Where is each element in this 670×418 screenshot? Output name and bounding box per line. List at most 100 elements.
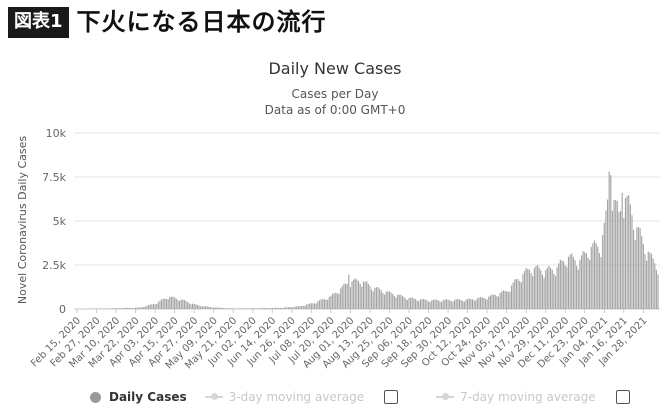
bar[interactable]: [245, 308, 247, 309]
bar[interactable]: [413, 298, 415, 309]
bar[interactable]: [639, 228, 641, 309]
bar[interactable]: [242, 308, 244, 309]
bar[interactable]: [553, 273, 555, 309]
bar[interactable]: [191, 303, 194, 309]
bar[interactable]: [602, 235, 604, 309]
bar[interactable]: [315, 303, 317, 309]
bar[interactable]: [276, 307, 278, 309]
bar[interactable]: [108, 308, 111, 309]
bar[interactable]: [372, 291, 374, 309]
bar[interactable]: [318, 300, 321, 309]
bar[interactable]: [504, 290, 506, 309]
bar[interactable]: [364, 281, 366, 309]
bar[interactable]: [595, 243, 597, 309]
bar[interactable]: [405, 298, 407, 309]
bar[interactable]: [613, 200, 615, 309]
bar[interactable]: [198, 305, 200, 309]
bar[interactable]: [506, 291, 508, 309]
bar[interactable]: [564, 265, 566, 309]
bar[interactable]: [122, 308, 124, 309]
bar[interactable]: [107, 308, 109, 309]
bar[interactable]: [388, 291, 391, 309]
bar[interactable]: [644, 253, 646, 309]
bar[interactable]: [193, 304, 195, 309]
bar[interactable]: [292, 307, 295, 309]
bar[interactable]: [214, 307, 216, 309]
bar[interactable]: [340, 288, 342, 309]
bar[interactable]: [297, 306, 299, 309]
bar[interactable]: [344, 283, 347, 309]
bar[interactable]: [371, 289, 373, 309]
bar[interactable]: [528, 269, 530, 309]
bar[interactable]: [484, 298, 487, 309]
bar[interactable]: [286, 307, 288, 309]
checkbox-3day[interactable]: [384, 390, 399, 404]
bar[interactable]: [437, 300, 439, 309]
bar[interactable]: [268, 308, 270, 309]
bar[interactable]: [616, 201, 618, 309]
bar[interactable]: [304, 305, 306, 309]
bar[interactable]: [240, 308, 242, 309]
bar[interactable]: [248, 308, 251, 309]
bar[interactable]: [395, 297, 397, 309]
bar[interactable]: [201, 306, 203, 309]
bar[interactable]: [426, 300, 428, 309]
bar[interactable]: [237, 308, 239, 309]
bar[interactable]: [419, 299, 421, 309]
bar[interactable]: [403, 297, 405, 309]
bar[interactable]: [559, 259, 561, 309]
bar[interactable]: [141, 307, 143, 309]
bar[interactable]: [629, 204, 631, 309]
bar[interactable]: [270, 308, 272, 309]
bar[interactable]: [442, 300, 444, 309]
bar[interactable]: [572, 256, 574, 309]
bar[interactable]: [427, 301, 430, 309]
bar[interactable]: [288, 307, 290, 309]
bar[interactable]: [411, 297, 413, 309]
bar[interactable]: [157, 301, 159, 309]
bar[interactable]: [239, 308, 241, 309]
bar[interactable]: [523, 270, 526, 309]
bar[interactable]: [449, 300, 451, 309]
bar[interactable]: [491, 294, 493, 309]
bar[interactable]: [486, 299, 488, 309]
bar[interactable]: [476, 298, 478, 309]
bar[interactable]: [307, 304, 309, 309]
bar[interactable]: [301, 305, 303, 309]
bar[interactable]: [327, 299, 329, 309]
bar[interactable]: [597, 246, 599, 309]
bar[interactable]: [146, 305, 148, 309]
bar[interactable]: [322, 299, 324, 309]
legend-3day-average[interactable]: 3-day moving average: [204, 390, 418, 404]
bar[interactable]: [366, 281, 368, 309]
bar[interactable]: [125, 307, 127, 309]
bar[interactable]: [312, 303, 314, 309]
bar[interactable]: [551, 269, 553, 309]
bar[interactable]: [361, 286, 363, 309]
bar[interactable]: [126, 307, 129, 309]
bar[interactable]: [216, 307, 218, 309]
bar[interactable]: [161, 299, 163, 309]
bar[interactable]: [434, 299, 436, 309]
bar[interactable]: [353, 279, 355, 309]
bar[interactable]: [423, 298, 425, 309]
bar[interactable]: [480, 297, 482, 309]
bar[interactable]: [190, 304, 192, 309]
bar[interactable]: [457, 298, 459, 309]
checkbox-7day[interactable]: [615, 390, 630, 404]
bar[interactable]: [488, 296, 490, 309]
bar[interactable]: [390, 292, 392, 309]
bar[interactable]: [634, 240, 636, 309]
bar[interactable]: [623, 218, 625, 309]
bar[interactable]: [152, 304, 155, 309]
bar[interactable]: [359, 283, 361, 309]
bar[interactable]: [445, 299, 447, 309]
bar[interactable]: [183, 299, 185, 309]
bar[interactable]: [483, 297, 485, 309]
bar[interactable]: [367, 283, 369, 309]
bar[interactable]: [620, 211, 622, 309]
bar[interactable]: [421, 299, 423, 309]
bar[interactable]: [260, 308, 262, 309]
bar[interactable]: [226, 308, 228, 309]
bar[interactable]: [133, 308, 135, 309]
